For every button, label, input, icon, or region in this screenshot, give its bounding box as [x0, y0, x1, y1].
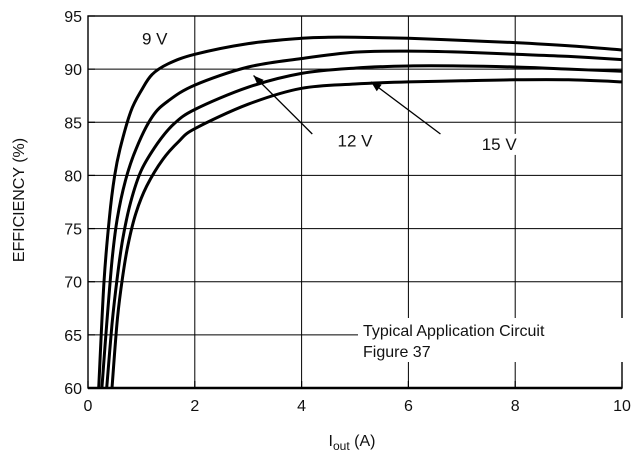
annotation-line-2: Figure 37 [363, 344, 431, 361]
x-axis-label: Iout (A) [329, 433, 376, 453]
arrow-head [253, 75, 264, 86]
annotation-backdrop [358, 318, 623, 362]
series-label-backdrop [136, 28, 173, 50]
grid-lines [88, 16, 622, 388]
x-tick-label: 2 [190, 398, 199, 415]
series-label: 9 V [142, 30, 168, 49]
arrow-shaft [253, 75, 313, 135]
x-tick-label: 0 [84, 398, 93, 415]
y-tick-label: 80 [64, 168, 82, 185]
y-axis-ticks: 60 65 70 75 80 85 90 95 [64, 9, 95, 398]
y-tick-label: 90 [64, 62, 82, 79]
y-tick-label: 65 [64, 328, 82, 345]
y-tick-label: 70 [64, 275, 82, 292]
series-curves [97, 35, 623, 389]
series-label-backdrop [476, 133, 523, 155]
plot-frame [87, 15, 623, 390]
series-label: 15 V [482, 135, 518, 154]
series-line [97, 35, 623, 389]
x-tick-label: 10 [613, 398, 631, 415]
y-tick-label: 85 [64, 115, 82, 132]
y-tick-label: 95 [64, 9, 82, 26]
y-tick-label: 60 [64, 381, 82, 398]
series-label-backdrop [332, 130, 378, 152]
y-axis-label: EFFICIENCY (%) [11, 138, 28, 262]
arrow-shaft [370, 81, 441, 135]
series-line [105, 64, 623, 389]
series-line [100, 49, 623, 389]
series-label: 12 V [338, 132, 374, 151]
label-arrows [253, 75, 441, 135]
x-tick-label: 6 [404, 398, 413, 415]
y-tick-label: 75 [64, 222, 82, 239]
x-axis-label-main: I [329, 433, 333, 450]
x-tick-label: 8 [511, 398, 520, 415]
annotation-line-1: Typical Application Circuit [363, 323, 545, 340]
arrow-head [371, 81, 382, 92]
x-axis-label-unit: (A) [350, 433, 376, 450]
series-labels: 9 V12 V15 V18 V [136, 28, 523, 155]
x-axis-label-sub: out [333, 439, 350, 453]
x-tick-label: 4 [297, 398, 306, 415]
series-line [110, 78, 623, 389]
x-axis-ticks: 0 2 4 6 8 10 [84, 381, 631, 415]
